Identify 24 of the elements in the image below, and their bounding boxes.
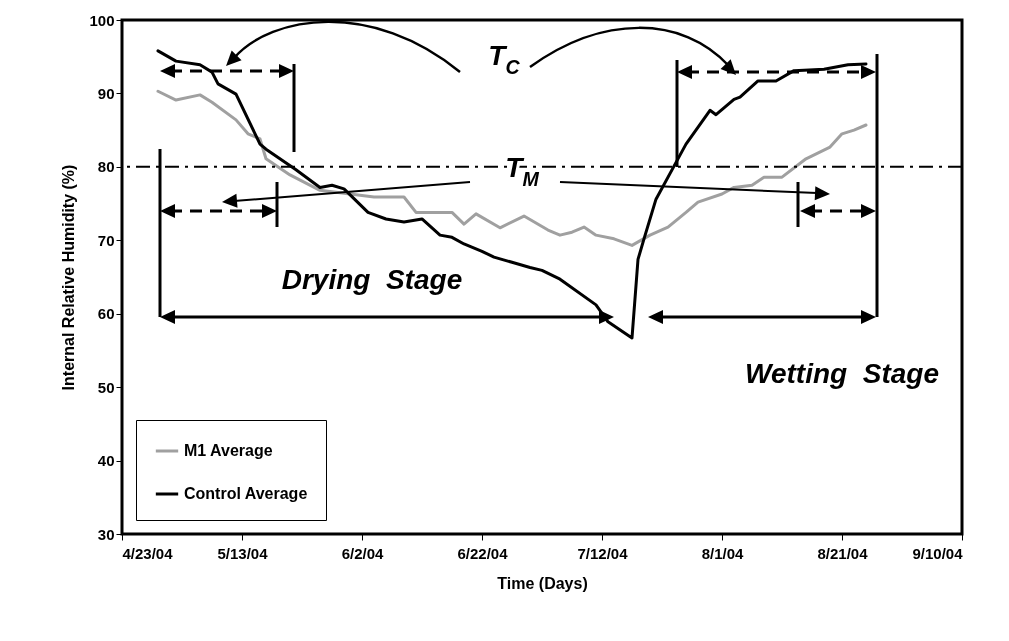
annotation: Wetting Stage (745, 358, 939, 390)
y-tick-label: 100 (89, 11, 115, 29)
y-tick-label: 60 (97, 305, 115, 323)
x-tick-label: 6/22/04 (457, 544, 509, 562)
x-tick-label: 9/10/04 (912, 544, 964, 562)
legend-label: M1 Average (184, 442, 273, 459)
annotation: Drying Stage (281, 264, 463, 296)
y-tick-label: 40 (97, 452, 115, 470)
x-tick-label: 6/2/04 (341, 544, 384, 562)
y-tick-label: 70 (97, 231, 115, 249)
x-tick-label: 4/23/04 (122, 544, 174, 562)
y-tick-label: 90 (97, 84, 115, 102)
legend-label: Control Average (184, 485, 308, 502)
x-axis-title: Time (Days) (497, 574, 588, 592)
x-tick-label: 8/21/04 (817, 544, 869, 562)
x-tick-label: 5/13/04 (217, 544, 269, 562)
y-tick-label: 30 (97, 525, 115, 543)
line-series (156, 89, 868, 247)
y-tick-label: 50 (97, 378, 115, 396)
y-tick-label: 80 (97, 158, 115, 176)
x-tick-label: 7/12/04 (577, 544, 629, 562)
y-axis-title: Internal Relative Humidity (%) (60, 164, 78, 391)
annotation: T$_{C}$ (488, 40, 521, 79)
x-tick-label: 8/1/04 (701, 544, 744, 562)
